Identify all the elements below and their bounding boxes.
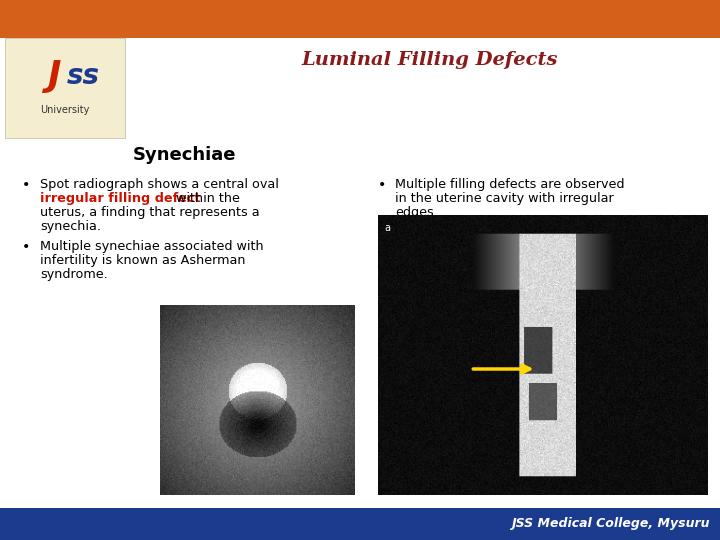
Bar (5, 38, 125, 138)
Text: Multiple filling defects are observed: Multiple filling defects are observed (395, 178, 624, 191)
Text: Luminal Filling Defects: Luminal Filling Defects (302, 51, 558, 69)
Bar (0, 0, 720, 38)
Text: irregular filling defect: irregular filling defect (40, 192, 200, 205)
Text: uterus, a finding that represents a: uterus, a finding that represents a (40, 206, 260, 219)
Text: JSS Medical College, Mysuru: JSS Medical College, Mysuru (511, 517, 710, 530)
Text: in the uterine cavity with irregular: in the uterine cavity with irregular (395, 192, 613, 205)
Text: syndrome.: syndrome. (40, 268, 108, 281)
Text: Synechiae: Synechiae (133, 146, 237, 164)
Text: •: • (378, 178, 387, 192)
Text: Multiple synechiae associated with: Multiple synechiae associated with (40, 240, 264, 253)
Text: synechia.: synechia. (40, 220, 101, 233)
Text: within the: within the (173, 192, 240, 205)
Text: edges.: edges. (395, 206, 438, 219)
Text: •: • (22, 178, 30, 192)
Text: a: a (384, 224, 391, 233)
Text: •: • (22, 240, 30, 254)
Text: ss: ss (66, 62, 99, 90)
Text: Spot radiograph shows a central oval: Spot radiograph shows a central oval (40, 178, 279, 191)
Text: J: J (48, 59, 62, 93)
Bar (0, 508, 720, 540)
Text: University: University (40, 105, 90, 115)
Text: infertility is known as Asherman: infertility is known as Asherman (40, 254, 246, 267)
